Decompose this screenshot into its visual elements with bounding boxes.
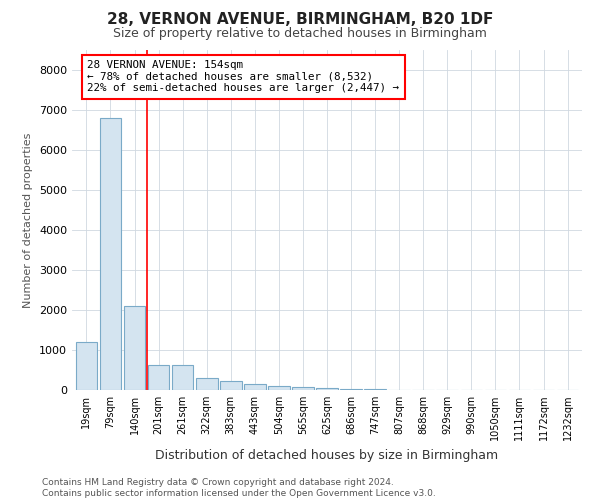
Text: Size of property relative to detached houses in Birmingham: Size of property relative to detached ho… xyxy=(113,28,487,40)
Bar xyxy=(76,342,97,390)
Bar xyxy=(364,389,386,390)
Text: 28, VERNON AVENUE, BIRMINGHAM, B20 1DF: 28, VERNON AVENUE, BIRMINGHAM, B20 1DF xyxy=(107,12,493,28)
Bar xyxy=(316,388,338,390)
Bar xyxy=(148,365,169,390)
Bar xyxy=(220,381,242,390)
Bar xyxy=(292,387,314,390)
Bar xyxy=(124,306,145,390)
Text: 28 VERNON AVENUE: 154sqm
← 78% of detached houses are smaller (8,532)
22% of sem: 28 VERNON AVENUE: 154sqm ← 78% of detach… xyxy=(88,60,400,94)
Bar xyxy=(268,386,290,390)
Y-axis label: Number of detached properties: Number of detached properties xyxy=(23,132,34,308)
Bar xyxy=(100,118,121,390)
Bar xyxy=(196,378,218,390)
Bar xyxy=(340,388,362,390)
X-axis label: Distribution of detached houses by size in Birmingham: Distribution of detached houses by size … xyxy=(155,448,499,462)
Bar xyxy=(244,384,266,390)
Text: Contains HM Land Registry data © Crown copyright and database right 2024.
Contai: Contains HM Land Registry data © Crown c… xyxy=(42,478,436,498)
Bar xyxy=(172,365,193,390)
